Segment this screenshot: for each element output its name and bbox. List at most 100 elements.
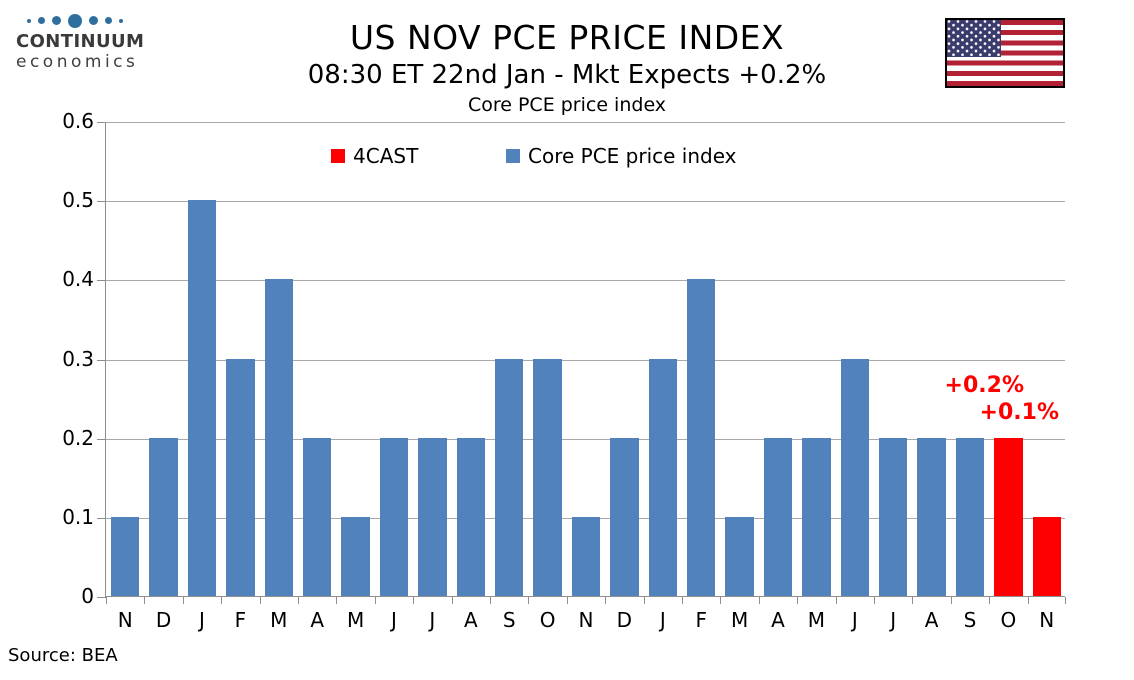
x-axis-label: M	[807, 608, 826, 632]
x-axis-tick	[259, 597, 261, 604]
x-axis-label: N	[117, 608, 133, 632]
x-axis-tick	[682, 597, 683, 604]
x-axis-label: O	[1000, 608, 1017, 632]
x-axis-label: D	[616, 608, 633, 632]
y-axis-label: 0	[81, 584, 94, 608]
logo-dot	[68, 13, 82, 28]
bar-j-2	[187, 200, 217, 596]
bar-a-5	[303, 437, 332, 596]
logo-tagline: economics	[16, 52, 139, 72]
x-axis-label: S	[963, 608, 977, 632]
x-axis-label: N	[578, 608, 594, 632]
y-axis-tick	[97, 438, 106, 440]
bar-j-14	[648, 358, 677, 596]
x-axis-tick	[144, 597, 146, 604]
continuum-economics-logo: CONTINUUM economics	[16, 12, 151, 72]
y-axis-tick	[97, 359, 106, 361]
legend-swatch-core-pce	[506, 149, 520, 163]
x-axis-tick	[950, 597, 952, 604]
x-axis-label: J	[890, 608, 897, 632]
x-axis-tick	[874, 597, 875, 604]
x-axis-label: D	[155, 608, 172, 632]
header: US NOV PCE PRICE INDEX 08:30 ET 22nd Jan…	[160, 18, 974, 116]
bar-f-3	[226, 358, 255, 596]
y-axis-tick	[97, 597, 106, 598]
bar-m-18	[802, 437, 831, 596]
bar-m-6	[341, 516, 370, 596]
y-axis-label: 0.4	[62, 267, 94, 292]
x-axis-tick	[336, 597, 338, 604]
x-axis-label: A	[310, 608, 325, 632]
bar-m-16	[725, 516, 754, 596]
x-axis-tick	[989, 597, 991, 604]
bar-a-21	[917, 437, 946, 596]
legend-swatch-4cast	[331, 149, 345, 163]
logo-dot	[38, 17, 45, 24]
x-axis-tick	[720, 597, 722, 604]
x-axis-tick	[528, 597, 530, 604]
logo-dot	[89, 16, 98, 25]
forecast-annotation-nov: +0.1%	[979, 400, 1059, 425]
us-flag-icon	[945, 18, 1065, 88]
bar-n-0	[111, 516, 140, 596]
x-axis-label: A	[463, 608, 478, 632]
x-axis-label: S	[502, 608, 516, 632]
x-axis-tick	[758, 597, 760, 604]
bar-n-24	[1032, 516, 1061, 596]
page-subtitle: 08:30 ET 22nd Jan - Mkt Expects +0.2%	[307, 60, 827, 90]
x-axis-tick	[797, 597, 799, 604]
logo-dot	[105, 17, 112, 24]
bar-o-23	[994, 437, 1023, 596]
x-axis-tick	[912, 597, 914, 604]
x-axis-tick	[106, 597, 107, 604]
legend-item-core-pce: Core PCE price index	[506, 144, 737, 168]
bar-s-22	[955, 437, 985, 596]
logo-dot	[52, 16, 61, 25]
x-axis-tick	[566, 597, 568, 604]
y-axis-label: 0.1	[62, 504, 94, 529]
x-axis-label: M	[730, 608, 749, 632]
y-axis-label: 0.6	[62, 109, 94, 133]
x-axis-tick	[1065, 597, 1066, 604]
gridline	[106, 122, 1065, 123]
bar-j-7	[379, 437, 409, 596]
x-axis-tick	[413, 597, 415, 604]
logo-wordmark: CONTINUUM	[16, 31, 145, 52]
source-note: Source: BEA	[8, 645, 118, 666]
chart-title: Core PCE price index	[467, 94, 667, 116]
x-axis-tick	[374, 597, 376, 604]
logo-dot	[27, 18, 31, 23]
x-axis-label: J	[851, 608, 858, 632]
bar-n-12	[571, 516, 601, 596]
bar-d-13	[610, 437, 639, 596]
bar-m-4	[264, 279, 293, 596]
x-axis-tick	[451, 597, 453, 604]
bar-chart-plot-area: 4CAST Core PCE price index +0.2% +0.1% 0…	[62, 109, 1066, 632]
y-axis-tick	[97, 201, 106, 203]
y-axis-label: 0.2	[62, 425, 94, 450]
gridline	[106, 201, 1065, 203]
bar-a-9	[456, 437, 485, 596]
y-axis-tick	[97, 280, 106, 282]
page-title: US NOV PCE PRICE INDEX	[349, 18, 785, 57]
x-axis-label: A	[924, 608, 939, 632]
x-axis-tick	[298, 597, 299, 604]
bar-j-19	[840, 358, 869, 596]
flag-canton-stars	[947, 20, 1001, 57]
forecast-annotation-oct: +0.2%	[944, 373, 1024, 398]
x-axis-label: O	[539, 608, 556, 632]
bar-s-10	[495, 358, 524, 596]
y-axis-tick	[97, 122, 106, 123]
legend-label-core-pce: Core PCE price index	[528, 144, 737, 168]
x-axis-tick	[490, 597, 491, 604]
bar-a-17	[763, 437, 793, 596]
x-axis-label: J	[391, 608, 397, 632]
bar-j-8	[418, 437, 447, 596]
x-axis-tick	[643, 597, 645, 604]
bar-f-15	[687, 279, 716, 596]
y-axis-label: 0.3	[62, 346, 94, 371]
bar-o-11	[533, 358, 562, 596]
y-axis-tick	[97, 517, 106, 519]
x-axis-tick	[1027, 597, 1029, 604]
y-axis-label: 0.5	[62, 188, 94, 213]
